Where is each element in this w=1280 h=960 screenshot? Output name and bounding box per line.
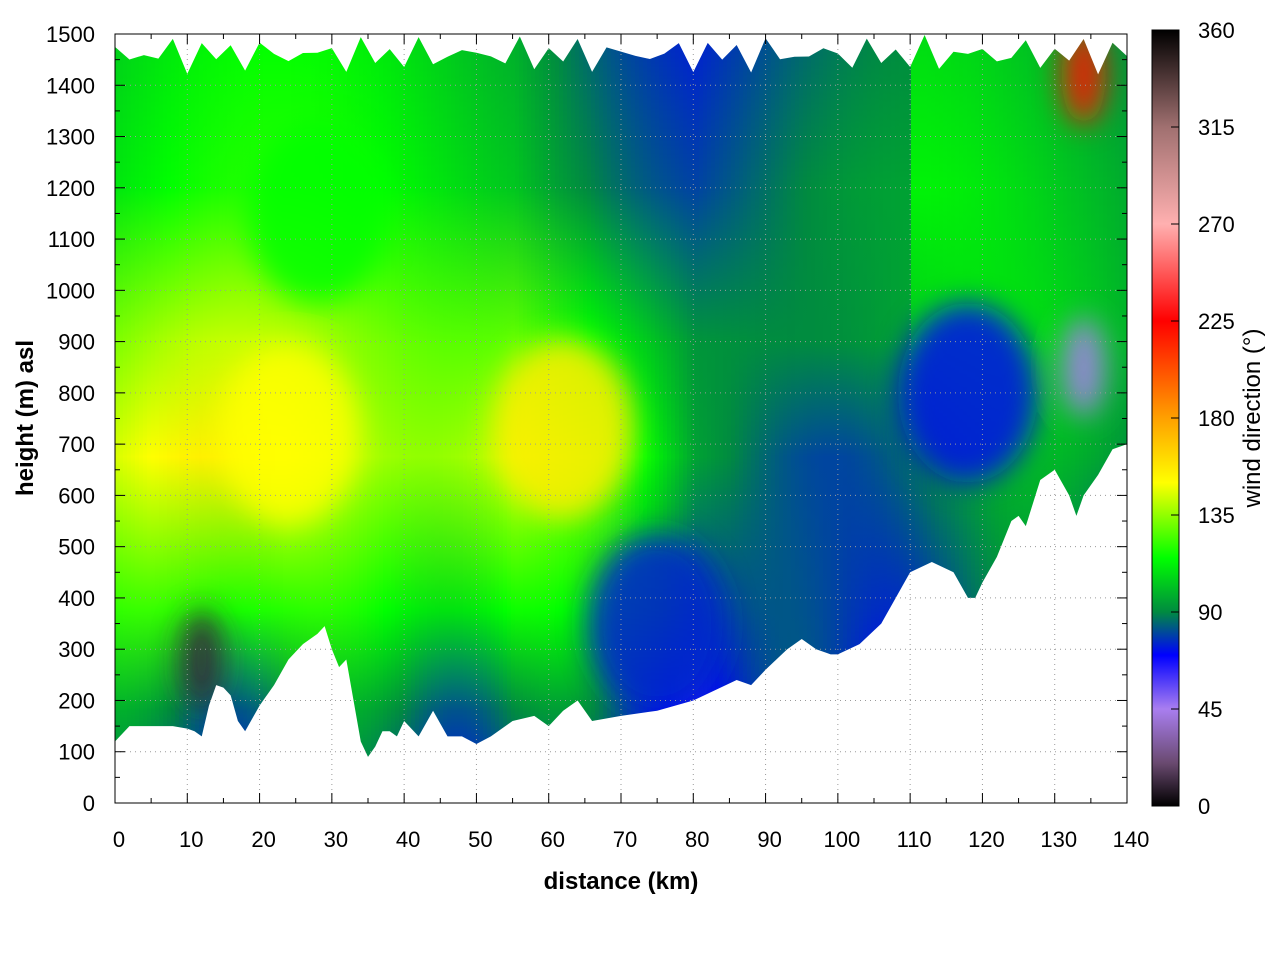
colorbar-tick-label: 0: [1198, 794, 1210, 819]
y-tick-label: 1500: [46, 22, 95, 47]
y-tick-label: 1100: [48, 227, 95, 252]
colorbar-title: wind direction (°): [1239, 329, 1266, 509]
x-tick-label: 40: [396, 827, 420, 852]
y-tick-label: 500: [58, 535, 95, 560]
feature-green-band-high: [247, 123, 388, 304]
y-tick-label: 300: [58, 637, 95, 662]
x-tick-label: 80: [685, 827, 709, 852]
x-tick-label: 20: [251, 827, 275, 852]
y-tick-label: 200: [58, 688, 95, 713]
x-tick-label: 130: [1040, 827, 1077, 852]
y-tick-label: 800: [58, 381, 95, 406]
plot-area: [115, 34, 1127, 803]
feature-yellow-core-right: [493, 338, 634, 519]
y-axis-title: height (m) asl: [12, 340, 39, 496]
y-tick-label: 900: [58, 330, 95, 355]
y-axis: 0 100 200 300 400 500 600 700 800 900 1000 1100 1200…: [46, 22, 1127, 816]
colorbar-tick-label: 90: [1198, 600, 1222, 625]
colorbar-tick-label: 225: [1198, 309, 1235, 334]
y-tick-label: 1400: [46, 73, 95, 98]
y-tick-label: 1000: [46, 278, 95, 303]
colorbar-tick-label: 270: [1198, 212, 1235, 237]
colorbar-tick-label: 180: [1198, 406, 1235, 431]
feature-blue-right-slope: [897, 302, 1038, 483]
x-tick-label: 90: [757, 827, 781, 852]
colorbar-tick-label: 315: [1198, 115, 1235, 140]
y-tick-label: 400: [58, 586, 95, 611]
grid-lines: [115, 34, 1127, 803]
y-tick-label: 1300: [46, 125, 95, 150]
x-tick-label: 30: [324, 827, 348, 852]
x-tick-label: 50: [468, 827, 492, 852]
wind-field-features: [179, 34, 1106, 714]
y-tick-label: 0: [83, 791, 95, 816]
x-tick-label: 110: [897, 827, 932, 852]
x-tick-label: 60: [540, 827, 564, 852]
colorbar-tick-label: 45: [1198, 697, 1222, 722]
x-tick-label: 70: [613, 827, 637, 852]
feature-dark-spot-km12: [179, 609, 224, 710]
x-tick-label: 10: [179, 827, 203, 852]
x-axis: 0 10 20 30 40 50 60 70 80 90 100 110 120 130 140: [113, 34, 1149, 852]
colorbar: 0 45 90 135 180 225 270 315 360 wind direction (…: [1151, 18, 1266, 819]
colorbar-ticks: 0 45 90 135 180 225 270 315 360: [1171, 18, 1235, 819]
feature-violet-right-high: [1061, 317, 1106, 418]
colorbar-tick-label: 135: [1198, 503, 1235, 528]
x-tick-label: 140: [1113, 827, 1150, 852]
y-tick-label: 1200: [46, 176, 95, 201]
x-tick-label: 120: [968, 827, 1005, 852]
y-tick-label: 600: [58, 483, 95, 508]
y-tick-label: 100: [58, 740, 95, 765]
feature-yellow-core-left: [218, 343, 359, 524]
y-tick-label: 700: [58, 432, 95, 457]
x-axis-title: distance (km): [544, 868, 699, 895]
x-tick-label: 100: [823, 827, 860, 852]
terrain-mask: [115, 444, 1127, 803]
x-tick-label: 0: [113, 827, 125, 852]
data-top-edge: [115, 34, 1127, 75]
colorbar-tick-label: 360: [1198, 18, 1235, 43]
feature-blue-valley: [587, 533, 728, 714]
